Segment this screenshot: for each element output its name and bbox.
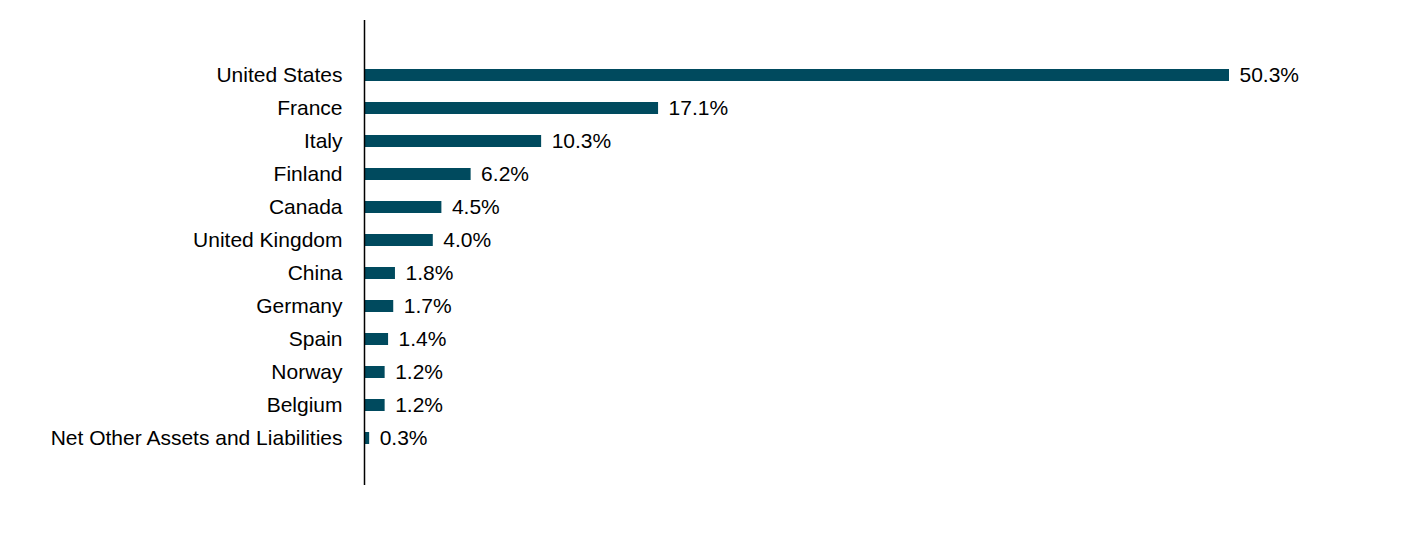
svg-text:Italy: Italy [304, 129, 343, 152]
svg-text:Norway: Norway [271, 360, 343, 383]
svg-text:United States: United States [216, 63, 342, 86]
svg-text:Spain: Spain [289, 327, 343, 350]
svg-text:1.8%: 1.8% [405, 261, 453, 284]
svg-text:Germany: Germany [256, 294, 343, 317]
svg-text:10.3%: 10.3% [552, 129, 612, 152]
svg-text:1.2%: 1.2% [395, 360, 443, 383]
svg-text:6.2%: 6.2% [481, 162, 529, 185]
svg-text:4.5%: 4.5% [452, 195, 500, 218]
svg-text:4.0%: 4.0% [443, 228, 491, 251]
svg-text:17.1%: 17.1% [669, 96, 729, 119]
svg-text:1.7%: 1.7% [404, 294, 452, 317]
svg-text:United Kingdom: United Kingdom [193, 228, 342, 251]
svg-text:Finland: Finland [274, 162, 343, 185]
svg-text:China: China [288, 261, 343, 284]
svg-text:50.3%: 50.3% [1240, 63, 1300, 86]
svg-text:France: France [277, 96, 342, 119]
svg-text:Canada: Canada [269, 195, 343, 218]
svg-text:Belgium: Belgium [267, 393, 343, 416]
svg-text:0.3%: 0.3% [380, 426, 428, 449]
svg-text:1.2%: 1.2% [395, 393, 443, 416]
svg-text:Net Other Assets and Liabiliti: Net Other Assets and Liabilities [51, 426, 343, 449]
svg-text:1.4%: 1.4% [399, 327, 447, 350]
